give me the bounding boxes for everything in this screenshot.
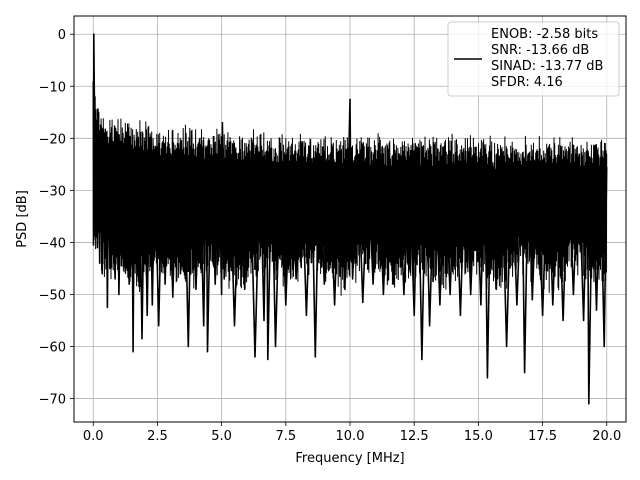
legend-entry-snr: SNR: -13.66 dB [491,43,589,58]
x-tick-label: 2.5 [147,429,168,444]
y-tick-label: −70 [39,393,66,408]
legend: ENOB: -2.58 bits SNR: -13.66 dB SINAD: -… [447,21,620,97]
y-tick-label: −10 [39,80,66,95]
x-axis-label: Frequency [MHz] [295,451,404,466]
x-tick-label: 17.5 [528,429,557,444]
x-tick-label: 0.0 [83,429,104,444]
y-axis-ticks: 0 −10 −20 −30 −40 −50 −60 −70 [39,28,74,408]
y-tick-label: −20 [39,132,66,147]
y-tick-label: −50 [39,288,66,303]
x-tick-label: 12.5 [400,429,429,444]
psd-series-line [92,33,608,405]
x-tick-label: 20.0 [592,429,621,444]
y-axis-label: PSD [dB] [15,190,30,248]
y-tick-label: −40 [39,236,66,251]
y-tick-label: −60 [39,341,66,356]
y-tick-label: 0 [58,28,66,43]
legend-entry-sfdr: SFDR: 4.16 [491,75,563,90]
x-tick-label: 5.0 [211,429,232,444]
x-tick-label: 7.5 [275,429,296,444]
x-axis-ticks: 0.0 2.5 5.0 7.5 10.0 12.5 15.0 17.5 20.0 [83,422,621,444]
x-tick-label: 10.0 [336,429,365,444]
legend-entry-enob: ENOB: -2.58 bits [491,27,598,42]
legend-box [447,21,620,97]
y-tick-label: −30 [39,184,66,199]
legend-entry-sinad: SINAD: -13.77 dB [491,59,603,74]
x-tick-label: 15.0 [464,429,493,444]
